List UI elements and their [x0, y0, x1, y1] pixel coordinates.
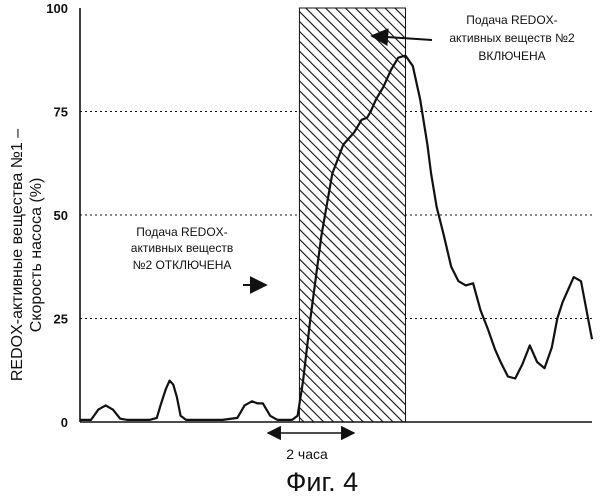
y-tick-label: 75 [54, 105, 68, 120]
time-bracket-label: 2 часа [286, 446, 328, 462]
figure-caption: Фиг. 4 [286, 467, 358, 497]
annotation-off-line2: активных веществ [131, 241, 233, 255]
y-axis-label: REDOX-активные вещества №1 – Скорость на… [9, 129, 45, 381]
shaded-interval [299, 8, 405, 422]
y-tick-label: 0 [61, 415, 68, 430]
y-tick-label: 25 [54, 312, 68, 327]
annotation-off-line3: №2 ОТКЛЮЧЕНА [133, 258, 232, 272]
annotation-off: Подача REDOX- активных веществ №2 ОТКЛЮЧ… [131, 225, 266, 285]
time-bracket: 2 часа [268, 433, 354, 462]
annotation-on-line2: активных веществ №2 [449, 31, 575, 45]
y-axis-label-line1: REDOX-активные вещества №1 – [9, 129, 26, 381]
y-tick-label: 50 [54, 208, 68, 223]
annotation-on-line1: Подача REDOX- [466, 13, 557, 27]
y-tick-labels: 0 25 50 75 100 [46, 1, 68, 430]
annotation-off-line1: Подача REDOX- [136, 225, 227, 239]
y-axis-label-line2: Скорость насоса (%) [28, 178, 45, 333]
annotation-on-line3: ВКЛЮЧЕНА [478, 49, 545, 63]
y-tick-label: 100 [46, 1, 68, 16]
